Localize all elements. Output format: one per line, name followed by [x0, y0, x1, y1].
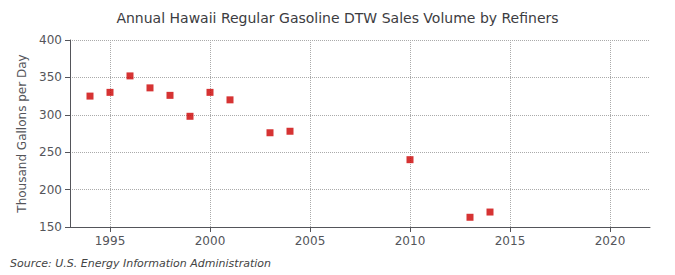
svg-text:2005: 2005 [295, 234, 326, 248]
svg-text:2010: 2010 [395, 234, 426, 248]
svg-text:Annual Hawaii Regular Gasoline: Annual Hawaii Regular Gasoline DTW Sales… [116, 10, 558, 26]
svg-text:250: 250 [39, 145, 62, 159]
svg-text:300: 300 [39, 108, 62, 122]
svg-text:200: 200 [39, 183, 62, 197]
svg-text:Thousand Gallons per Day: Thousand Gallons per Day [15, 54, 29, 213]
svg-text:Source: U.S. Energy Informatio: Source: U.S. Energy Information Administ… [10, 257, 271, 270]
svg-text:350: 350 [39, 70, 62, 84]
svg-text:2000: 2000 [195, 234, 226, 248]
svg-text:2020: 2020 [595, 234, 626, 248]
svg-text:400: 400 [39, 33, 62, 47]
svg-text:2015: 2015 [495, 234, 526, 248]
svg-text:1995: 1995 [95, 234, 126, 248]
svg-text:150: 150 [39, 220, 62, 234]
